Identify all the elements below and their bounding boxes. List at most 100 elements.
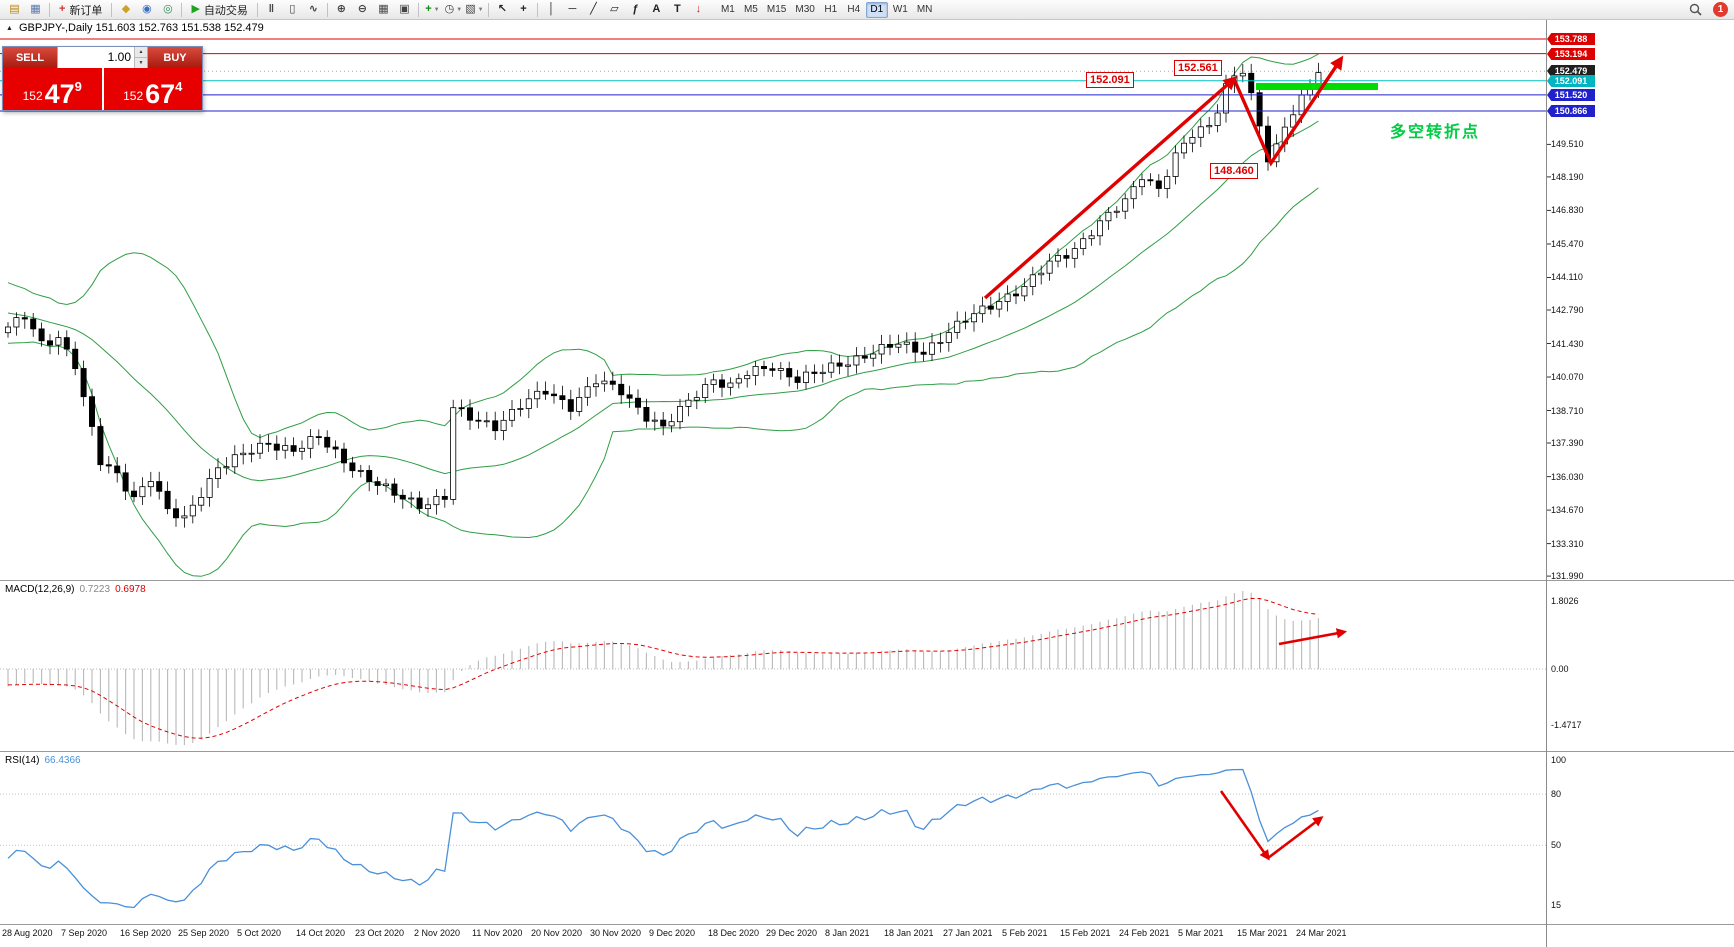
sell-price-button[interactable]: 152 47 9: [3, 68, 102, 110]
auto-arrange-icon: ▣: [399, 3, 410, 15]
candlestick-chart-icon: ▯: [289, 3, 296, 15]
toolbar-right: 1: [1685, 1, 1730, 18]
timeframe-d1-button[interactable]: D1: [865, 1, 888, 18]
trendline-icon: ╱: [590, 3, 597, 15]
zoom-out-icon: ⊖: [357, 3, 368, 15]
market-watch-icon[interactable]: ◉: [136, 1, 157, 18]
chart-window-icon[interactable]: ▤: [4, 1, 25, 18]
toolbar: ▤ ▦ + 新订单 ◆ ◉ ◎ ▶ 自动交易 ‖ ▯ ∿ ⊕ ⊖ ▦ ▣ + ▼ ◷ ▼ ▧ ▼ ↖ + │ ─ ╱ ▱ ƒ A T ↓ M1…: [0, 0, 1734, 20]
auto-arrange-icon[interactable]: ▣: [394, 1, 415, 18]
toolbar-separator: [536, 2, 538, 17]
new-order-button-label: 新订单: [69, 4, 103, 17]
timeframe-m30-button[interactable]: M30: [795, 4, 815, 15]
arrows-icon[interactable]: ↓: [688, 1, 709, 18]
tile-windows-icon[interactable]: ▦: [373, 1, 394, 18]
autotrade-icon: ▶: [191, 3, 200, 15]
bar-chart-icon: ‖: [268, 3, 275, 15]
text-icon: A: [652, 3, 661, 15]
panel-separator[interactable]: [0, 580, 1734, 581]
channel-icon[interactable]: ▱: [604, 1, 625, 18]
fibonacci-icon[interactable]: ƒ: [625, 1, 646, 18]
toolbar-separator: [181, 2, 183, 17]
templates-icon-dropdown[interactable]: ▼: [477, 6, 484, 13]
zoom-in-icon[interactable]: ⊕: [331, 1, 352, 18]
macd-label-row: MACD(12,26,9) 0.7223 0.6978: [5, 584, 146, 595]
cursor-icon: ↖: [497, 3, 508, 15]
buy-price-big: 67: [145, 79, 176, 109]
macd-signal-value: 0.6978: [115, 584, 146, 595]
navigator-icon[interactable]: ◎: [157, 1, 178, 18]
market-watch-icon: ◉: [142, 3, 152, 15]
sell-button[interactable]: SELL: [3, 47, 57, 68]
horizontal-line-icon: ─: [568, 3, 577, 15]
price-axis-border: [1546, 20, 1547, 947]
vertical-line-icon: │: [547, 3, 555, 15]
volume-value[interactable]: 1.00: [107, 50, 131, 64]
timeframe-m1-button[interactable]: M1: [720, 4, 735, 15]
macd-indicator-label: MACD(12,26,9): [5, 584, 75, 595]
volume-decrease-button[interactable]: ▼: [135, 58, 147, 68]
timeframe-h4-button[interactable]: H4: [847, 4, 861, 15]
new-order-icon: +: [59, 3, 66, 15]
navigator-icon: ◎: [163, 3, 173, 15]
arrows-icon: ↓: [695, 3, 702, 15]
buy-price-button[interactable]: 152 67 4: [103, 68, 202, 110]
templates-icon: ▧: [465, 3, 476, 15]
tile-windows-icon: ▦: [378, 3, 389, 15]
volume-spinner: ▲ ▼: [134, 47, 147, 68]
periods-icon: ◷: [444, 3, 455, 15]
text-icon[interactable]: A: [646, 1, 667, 18]
cursor-icon[interactable]: ↖: [492, 1, 513, 18]
trendline-icon[interactable]: ╱: [583, 1, 604, 18]
crosshair-icon[interactable]: +: [513, 1, 534, 18]
timeframe-toolbar: M1 M5 M15 M30 H1 H4 D1 W1 MN: [717, 1, 936, 18]
notification-badge[interactable]: 1: [1713, 2, 1728, 17]
new-order-button[interactable]: + 新订单: [53, 1, 108, 18]
toolbar-separator: [487, 2, 489, 17]
vertical-line-icon[interactable]: │: [541, 1, 562, 18]
expert-advisors-icon[interactable]: ◆: [115, 1, 136, 18]
indicators-icon-dropdown[interactable]: ▼: [433, 6, 440, 13]
macd-value: 0.7223: [79, 584, 111, 595]
timeframe-mn-button[interactable]: MN: [916, 4, 933, 15]
templates-icon[interactable]: ▧ ▼: [464, 1, 485, 18]
sell-price-big: 47: [44, 79, 75, 109]
trade-panel-prices: 152 47 9 152 67 4: [3, 68, 202, 110]
rsi-value: 66.4366: [44, 755, 81, 766]
volume-field[interactable]: 1.00 ▲ ▼: [57, 47, 148, 68]
bar-chart-icon[interactable]: ‖: [261, 1, 282, 18]
toolbar-separator: [256, 2, 258, 17]
candlestick-chart-icon[interactable]: ▯: [282, 1, 303, 18]
profiles-icon[interactable]: ▦: [25, 1, 46, 18]
horizontal-line-icon[interactable]: ─: [562, 1, 583, 18]
panel-separator[interactable]: [0, 751, 1734, 752]
toolbar-separator: [326, 2, 328, 17]
autotrade-button[interactable]: ▶ 自动交易: [185, 1, 253, 18]
chart-title-bar: ▲ GBPJPY-,Daily 151.603 152.763 151.538 …: [6, 22, 264, 34]
search-icon[interactable]: [1685, 1, 1706, 18]
indicators-icon: +: [425, 3, 432, 15]
zoom-out-icon[interactable]: ⊖: [352, 1, 373, 18]
collapse-icon[interactable]: ▲: [6, 24, 13, 32]
buy-button[interactable]: BUY: [148, 47, 202, 68]
timeframe-m5-button[interactable]: M5: [743, 4, 758, 15]
sell-price-prefix: 152: [22, 89, 43, 103]
indicators-icon[interactable]: + ▼: [422, 1, 443, 18]
label-icon: T: [674, 3, 681, 15]
line-chart-icon: ∿: [308, 3, 319, 15]
line-chart-icon[interactable]: ∿: [303, 1, 324, 18]
profiles-icon: ▦: [30, 3, 41, 15]
timeframe-w1-button[interactable]: W1: [892, 4, 908, 15]
autotrade-button-label: 自动交易: [203, 4, 248, 17]
crosshair-icon: +: [520, 3, 527, 15]
periods-icon[interactable]: ◷ ▼: [443, 1, 464, 18]
zoom-in-icon: ⊕: [336, 3, 347, 15]
date-axis-separator: [0, 924, 1734, 925]
periods-icon-dropdown[interactable]: ▼: [456, 6, 463, 13]
volume-increase-button[interactable]: ▲: [135, 47, 147, 58]
timeframe-m15-button[interactable]: M15: [766, 4, 787, 15]
chart-window-icon: ▤: [9, 3, 20, 15]
timeframe-h1-button[interactable]: H1: [824, 4, 838, 15]
label-icon[interactable]: T: [667, 1, 688, 18]
